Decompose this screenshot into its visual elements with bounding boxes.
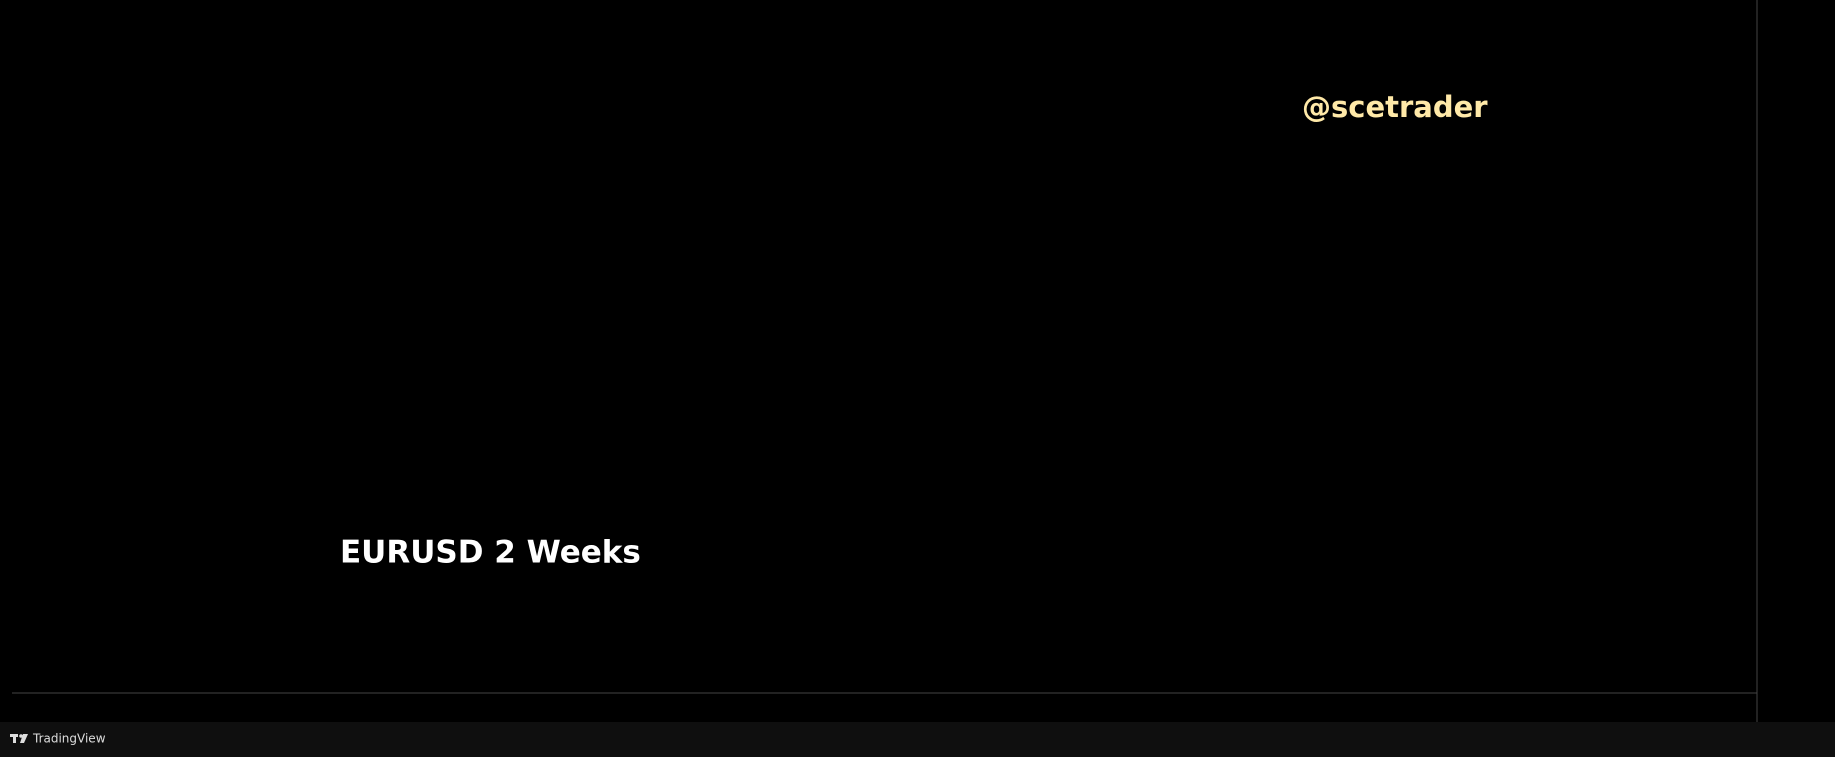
chart-title: EURUSD 2 Weeks bbox=[340, 535, 641, 571]
footer-bar bbox=[0, 722, 1835, 757]
footer-brand[interactable]: TradingView bbox=[32, 732, 106, 746]
logo bbox=[10, 734, 28, 743]
watermark: @scetrader bbox=[1302, 90, 1488, 124]
